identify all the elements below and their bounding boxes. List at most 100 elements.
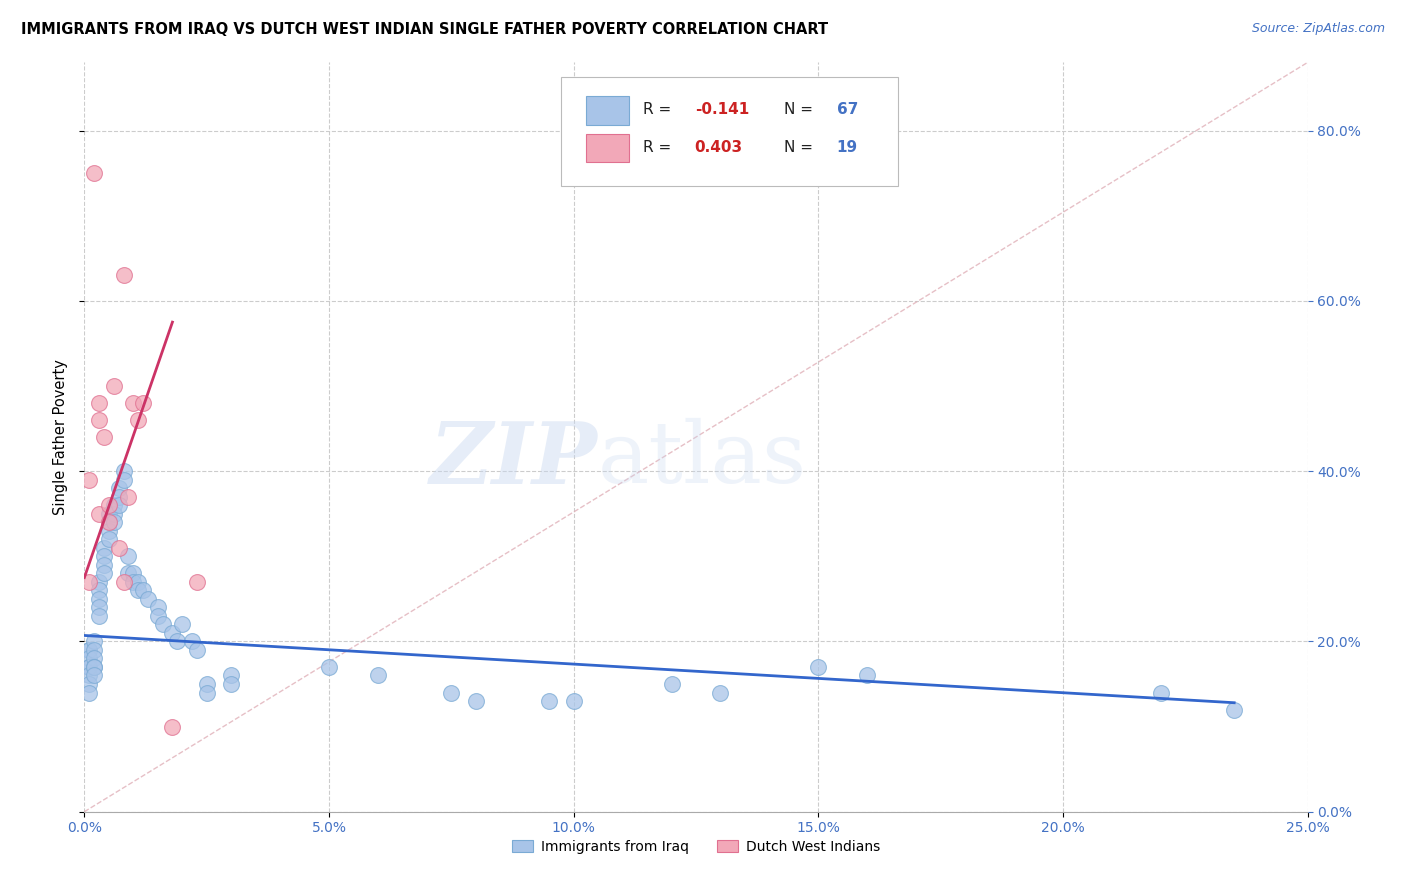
Point bbox=[195, 677, 218, 691]
Point bbox=[97, 498, 120, 512]
Point bbox=[93, 430, 115, 444]
Point bbox=[77, 473, 100, 487]
Point bbox=[709, 685, 731, 699]
Point bbox=[117, 566, 139, 581]
Point bbox=[538, 694, 561, 708]
Point bbox=[83, 660, 105, 674]
Point bbox=[87, 608, 110, 623]
Point bbox=[103, 507, 125, 521]
Point bbox=[162, 720, 184, 734]
Point bbox=[87, 396, 110, 410]
Point bbox=[112, 464, 135, 478]
Text: R =: R = bbox=[644, 103, 676, 117]
Point bbox=[195, 685, 218, 699]
Point bbox=[172, 617, 194, 632]
Text: 19: 19 bbox=[837, 140, 858, 154]
Point bbox=[77, 643, 100, 657]
Point bbox=[186, 643, 208, 657]
Point bbox=[97, 507, 120, 521]
Point bbox=[107, 490, 129, 504]
Point bbox=[464, 694, 486, 708]
FancyBboxPatch shape bbox=[586, 96, 628, 125]
Point bbox=[181, 634, 204, 648]
Point bbox=[367, 668, 389, 682]
Point bbox=[132, 583, 155, 598]
Text: -0.141: -0.141 bbox=[695, 103, 749, 117]
Point bbox=[77, 677, 100, 691]
Point bbox=[83, 651, 105, 665]
Text: N =: N = bbox=[785, 103, 818, 117]
Point bbox=[103, 379, 125, 393]
Text: Source: ZipAtlas.com: Source: ZipAtlas.com bbox=[1251, 22, 1385, 36]
Point bbox=[77, 660, 100, 674]
Point bbox=[107, 481, 129, 495]
Point bbox=[112, 268, 135, 283]
Point bbox=[83, 166, 105, 180]
Point bbox=[107, 541, 129, 555]
Text: R =: R = bbox=[644, 140, 676, 154]
Point bbox=[97, 515, 120, 529]
Point bbox=[77, 651, 100, 665]
Point bbox=[186, 574, 208, 589]
Point bbox=[856, 668, 879, 682]
Point bbox=[83, 668, 105, 682]
Point bbox=[562, 694, 585, 708]
Point bbox=[83, 660, 105, 674]
Point bbox=[1223, 702, 1246, 716]
Point bbox=[87, 583, 110, 598]
Point bbox=[77, 643, 100, 657]
Point bbox=[93, 558, 115, 572]
Point bbox=[87, 591, 110, 606]
Point bbox=[136, 591, 159, 606]
Point bbox=[83, 643, 105, 657]
Point bbox=[83, 634, 105, 648]
Point bbox=[146, 608, 169, 623]
Point bbox=[117, 549, 139, 564]
Text: atlas: atlas bbox=[598, 418, 807, 501]
Point bbox=[87, 507, 110, 521]
Legend: Immigrants from Iraq, Dutch West Indians: Immigrants from Iraq, Dutch West Indians bbox=[505, 833, 887, 861]
Point bbox=[162, 626, 184, 640]
Point bbox=[146, 600, 169, 615]
Point bbox=[97, 524, 120, 538]
Point bbox=[77, 685, 100, 699]
Point bbox=[112, 574, 135, 589]
Point bbox=[93, 541, 115, 555]
Point bbox=[152, 617, 174, 632]
Point bbox=[87, 574, 110, 589]
Text: 0.403: 0.403 bbox=[695, 140, 742, 154]
Point bbox=[117, 490, 139, 504]
Point bbox=[127, 413, 149, 427]
Point bbox=[166, 634, 188, 648]
Point bbox=[77, 660, 100, 674]
Point bbox=[103, 498, 125, 512]
Point bbox=[132, 396, 155, 410]
Point bbox=[219, 668, 242, 682]
Point bbox=[107, 498, 129, 512]
Point bbox=[77, 574, 100, 589]
Point bbox=[97, 515, 120, 529]
FancyBboxPatch shape bbox=[561, 78, 898, 186]
Point bbox=[122, 566, 145, 581]
Text: 67: 67 bbox=[837, 103, 858, 117]
Point bbox=[112, 473, 135, 487]
Point bbox=[97, 533, 120, 547]
Point bbox=[87, 600, 110, 615]
Point bbox=[122, 574, 145, 589]
FancyBboxPatch shape bbox=[586, 134, 628, 162]
Text: ZIP: ZIP bbox=[430, 417, 598, 501]
Point bbox=[93, 566, 115, 581]
Point bbox=[807, 660, 830, 674]
Point bbox=[661, 677, 683, 691]
Point bbox=[318, 660, 340, 674]
Point bbox=[87, 413, 110, 427]
Point bbox=[77, 668, 100, 682]
Y-axis label: Single Father Poverty: Single Father Poverty bbox=[53, 359, 69, 515]
Point bbox=[122, 396, 145, 410]
Point bbox=[440, 685, 463, 699]
Point bbox=[127, 583, 149, 598]
Point bbox=[1150, 685, 1173, 699]
Point bbox=[219, 677, 242, 691]
Point bbox=[93, 549, 115, 564]
Text: IMMIGRANTS FROM IRAQ VS DUTCH WEST INDIAN SINGLE FATHER POVERTY CORRELATION CHAR: IMMIGRANTS FROM IRAQ VS DUTCH WEST INDIA… bbox=[21, 22, 828, 37]
